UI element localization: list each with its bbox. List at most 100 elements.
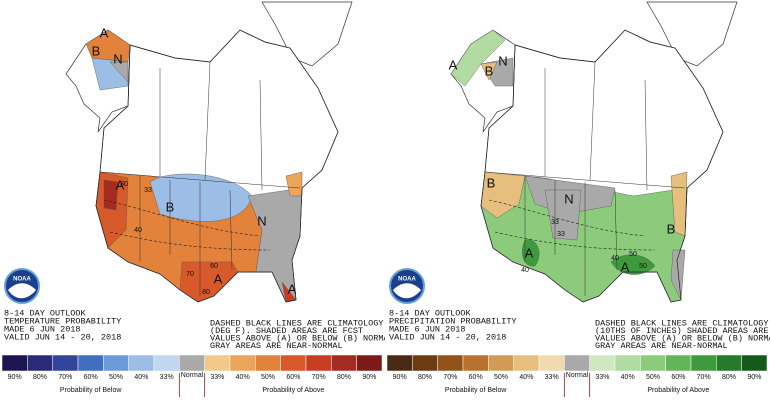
coast <box>480 29 724 303</box>
map-label: 33 <box>144 187 152 194</box>
legend-label: 50% <box>261 374 275 381</box>
legend-swatch <box>331 354 357 372</box>
outlook-title: 8-14 DAY OUTLOOK <box>389 308 472 318</box>
outlook-title: TEMPERATURE PROBABILITY <box>4 316 121 326</box>
legend-label: 40% <box>134 374 148 381</box>
legend-label: 70% <box>443 374 457 381</box>
legend-label: 50% <box>109 374 123 381</box>
legend-swatch <box>488 354 514 372</box>
legend-label: 40% <box>519 374 533 381</box>
notes-box <box>208 318 384 350</box>
climatology <box>103 199 271 251</box>
map-label: B <box>485 63 494 78</box>
legend-swatch <box>437 354 464 372</box>
forecast-area <box>85 29 131 63</box>
legend-swatch <box>462 354 489 372</box>
legend-label: 90% <box>747 374 761 381</box>
forecast-area <box>522 239 540 267</box>
legend-swatch <box>255 354 281 372</box>
legend-label: 70% <box>58 374 72 381</box>
outlook-title: MADE 6 JUN 2018 <box>389 324 466 334</box>
border <box>259 79 263 191</box>
notes-box <box>593 318 769 350</box>
legend-label: 33% <box>160 374 174 381</box>
legend-label: 80% <box>33 374 47 381</box>
legend-swatch <box>179 354 205 372</box>
legend-swatch <box>690 354 717 372</box>
legend-label: 40% <box>236 374 250 381</box>
map-label: A <box>116 177 125 192</box>
legend-swatch <box>128 354 155 372</box>
border <box>99 171 301 189</box>
legend-label: 33% <box>210 374 224 381</box>
border <box>644 79 648 191</box>
legend-swatch <box>589 354 616 372</box>
legend-label: 90% <box>362 374 376 381</box>
outlook-title: VALID JUN 14 - 20, 2018 <box>389 332 506 342</box>
logo-bird <box>8 283 36 299</box>
legend-swatch <box>356 354 383 372</box>
notes: VALUES ABOVE (A) OR BELOW (B) NORMAL <box>210 333 394 343</box>
legend-label: 50% <box>646 374 660 381</box>
outlook-title: MADE 6 JUN 2018 <box>4 324 81 334</box>
notes: GRAY AREAS ARE NEAR-NORMAL <box>210 341 343 351</box>
map-label: 50 <box>629 251 637 258</box>
map-label: N <box>564 191 573 206</box>
legend-swatch <box>614 354 641 372</box>
legend-title: Probability of Above <box>647 387 709 394</box>
map-label: B <box>166 199 175 214</box>
forecast-area <box>544 189 582 241</box>
border <box>589 61 596 181</box>
legend-normal: Normal <box>181 372 204 379</box>
legend-title: Probability of Above <box>262 387 324 394</box>
map-label: N <box>113 51 122 66</box>
legend-swatch <box>204 354 231 372</box>
legend-swatch <box>153 354 180 372</box>
greenland <box>261 1 353 67</box>
notes: GRAY AREAS ARE NEAR-NORMAL <box>595 341 728 351</box>
legend-title: Probability of Below <box>445 387 507 394</box>
map-label: 60 <box>210 263 218 270</box>
map-label: A <box>100 25 109 40</box>
legend-label: 60% <box>671 374 685 381</box>
coast <box>95 29 339 303</box>
greenland <box>646 1 738 67</box>
map-label: 40 <box>611 255 619 262</box>
legend-label: 33% <box>545 374 559 381</box>
logo-text: NOAA <box>398 277 416 283</box>
legend-swatch <box>229 354 256 372</box>
map-label: A <box>449 57 458 72</box>
legend-label: 80% <box>418 374 432 381</box>
legend-swatch <box>741 354 768 372</box>
map-label: 33 <box>551 219 559 226</box>
logo-text: NOAA <box>13 277 31 283</box>
map-label: N <box>257 213 266 228</box>
legend-title: Probability of Below <box>60 387 122 394</box>
notes: (10THS OF INCHES) SHADED AREAS ARE FCST <box>595 326 770 336</box>
legend-label: 70% <box>697 374 711 381</box>
legend-swatch <box>412 354 438 372</box>
legend-label: 70% <box>312 374 326 381</box>
legend-swatch <box>716 354 742 372</box>
legend-swatch <box>513 354 540 372</box>
legend-swatch <box>665 354 692 372</box>
legend-swatch <box>640 354 666 372</box>
legend-label: 90% <box>8 374 22 381</box>
legend-swatch <box>1 354 28 372</box>
logo-bird <box>393 283 421 299</box>
legend-label: 60% <box>469 374 483 381</box>
legend-label: 90% <box>393 374 407 381</box>
map-label: A <box>621 259 630 274</box>
map-label: B <box>487 175 496 190</box>
forecast-area <box>480 61 498 81</box>
map-label: B <box>92 43 101 58</box>
legend-swatch <box>564 354 590 372</box>
forecast-area <box>610 254 656 275</box>
legend-label: 80% <box>337 374 351 381</box>
legend-swatch <box>280 354 307 372</box>
border <box>614 189 618 271</box>
legend-label: 33% <box>595 374 609 381</box>
notes: DASHED BLACK LINES ARE CLIMATOLOGY <box>210 318 383 328</box>
map-label: B <box>667 221 676 236</box>
